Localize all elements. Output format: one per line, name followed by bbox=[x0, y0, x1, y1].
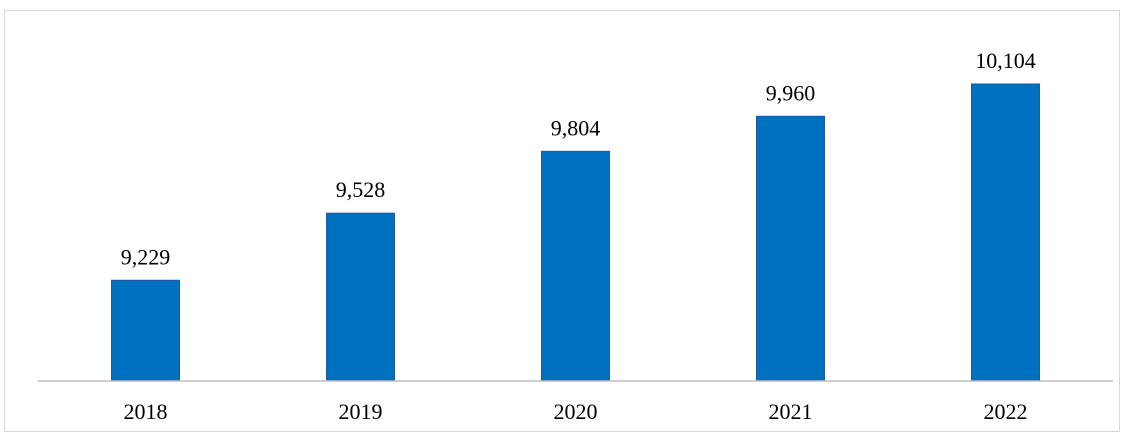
data-label-2018: 9,229 bbox=[121, 244, 171, 269]
data-label-2019: 9,528 bbox=[336, 177, 386, 202]
data-label-2021: 9,960 bbox=[766, 80, 816, 105]
bar-2020 bbox=[541, 150, 610, 382]
bar-2021 bbox=[756, 115, 825, 382]
x-tick-label-2022: 2022 bbox=[984, 399, 1028, 424]
bar-2019 bbox=[326, 212, 395, 382]
x-tick-label-2020: 2020 bbox=[554, 399, 598, 424]
labels-layer: 9,229 9,528 9,804 9,960 10,104 bbox=[121, 48, 1036, 269]
x-tick-label-2021: 2021 bbox=[769, 399, 813, 424]
data-label-2022: 10,104 bbox=[975, 48, 1036, 73]
bar-2022 bbox=[971, 83, 1040, 382]
ticks-layer: 2018 2019 2020 2021 2022 bbox=[124, 399, 1028, 424]
data-label-2020: 9,804 bbox=[551, 115, 601, 140]
bars-layer bbox=[111, 83, 1040, 382]
bar-2018 bbox=[111, 279, 180, 382]
x-tick-label-2019: 2019 bbox=[339, 399, 383, 424]
x-tick-label-2018: 2018 bbox=[124, 399, 168, 424]
